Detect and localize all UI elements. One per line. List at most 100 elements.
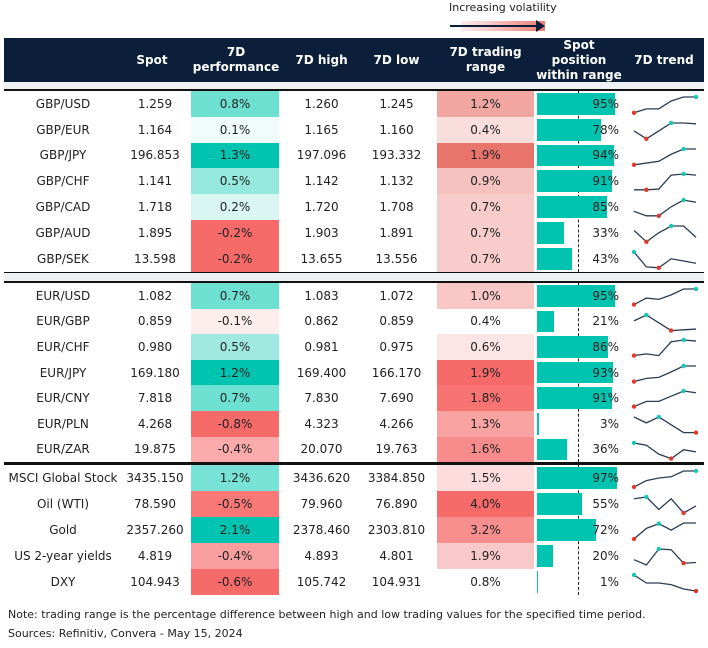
- range-value: 3.2%: [437, 517, 534, 543]
- trend-sparkline: [633, 414, 699, 435]
- trend-line: [633, 288, 696, 306]
- trend-sparkline: [631, 363, 696, 384]
- trend-high-dot: [669, 120, 674, 125]
- low-value: 166.170: [371, 365, 422, 380]
- header-position-line2: within range: [536, 67, 622, 82]
- spot-value: 104.943: [130, 575, 180, 589]
- trend-low-dot: [681, 510, 686, 516]
- trend-low-dot: [631, 353, 637, 358]
- trend-low-dot: [693, 588, 699, 594]
- instrument-name: EUR/ZAR: [36, 442, 90, 457]
- range-value: 0.9%: [437, 168, 534, 195]
- low-value: 193.332: [371, 148, 422, 163]
- trend-low-dot: [656, 213, 661, 219]
- range-value: 0.4%: [437, 116, 534, 143]
- trend-high-dot: [681, 337, 686, 343]
- trend-line: [633, 147, 696, 166]
- performance-value: 0.7%: [191, 283, 279, 309]
- header-performance: 7D performance: [191, 38, 281, 82]
- high-value: 1.165: [304, 122, 339, 137]
- table-row: EUR/USD 1.082 0.7% 1.083 1.072 1.0% 95%: [4, 283, 704, 309]
- trend-line: [633, 416, 696, 434]
- table-row: GBP/CAD 1.718 0.2% 1.720 1.708 0.7% 85%: [4, 194, 704, 220]
- trend-line: [633, 441, 697, 459]
- position-percent: 72%: [592, 523, 619, 537]
- group-divider: [4, 281, 704, 283]
- performance-value: 1.2%: [191, 465, 279, 491]
- trend-high-dot: [644, 494, 649, 500]
- trend-sparkline: [631, 337, 697, 358]
- spot-value: 3435.150: [126, 471, 184, 485]
- header-range-line1: 7D trading: [449, 45, 522, 59]
- group-end-divider: [4, 462, 704, 463]
- position-percent: 95%: [592, 96, 619, 111]
- table-row: GBP/JPY 196.853 1.3% 197.096 193.332 1.9% 94%: [4, 142, 704, 169]
- trend-low-dot: [631, 484, 637, 490]
- spot-value: 196.853: [130, 148, 180, 163]
- trend-line: [633, 365, 696, 383]
- trend-low-dot: [631, 162, 637, 167]
- performance-value: -0.4%: [191, 543, 279, 569]
- header-position: Spot position within range: [534, 38, 624, 82]
- table-row: EUR/PLN 4.268 -0.8% 4.323 4.266 1.3% 3%: [4, 411, 704, 437]
- position-bar: [537, 545, 554, 567]
- trend-sparkline: [633, 197, 697, 219]
- low-value: 1.072: [379, 288, 414, 303]
- trend-high-dot: [681, 197, 686, 203]
- low-value: 1.891: [379, 225, 414, 240]
- low-value: 104.931: [371, 575, 422, 589]
- range-value: 1.5%: [437, 465, 534, 491]
- trend-line: [633, 313, 697, 331]
- position-bar: [537, 170, 612, 193]
- header-performance-line2: performance: [192, 60, 280, 74]
- trend-low-dot: [644, 136, 649, 141]
- trend-low-dot: [631, 110, 637, 115]
- position-percent: 3%: [599, 416, 619, 431]
- high-value: 197.096: [296, 148, 347, 163]
- trend-sparkline: [631, 146, 696, 167]
- instrument-name: EUR/JPY: [39, 365, 87, 380]
- range-value: 1.0%: [437, 283, 534, 309]
- trend-high-dot: [669, 223, 674, 229]
- table-row: GBP/USD 1.259 0.8% 1.260 1.245 1.2% 95%: [4, 91, 704, 117]
- low-value: 0.859: [379, 314, 414, 329]
- table-row: GBP/CHF 1.141 0.5% 1.142 1.132 0.9% 91%: [4, 168, 704, 195]
- spot-value: 169.180: [130, 365, 180, 380]
- trend-line: [633, 574, 697, 592]
- header-trend: 7D trend: [634, 52, 694, 67]
- table-row: DXY 104.943 -0.6% 105.742 104.931 0.8% 1%: [4, 569, 704, 595]
- performance-value: -0.5%: [191, 491, 279, 517]
- trend-high-dot: [631, 249, 637, 254]
- range-value: 1.2%: [437, 91, 534, 117]
- position-bar: [537, 413, 540, 435]
- high-value: 169.400: [296, 365, 347, 380]
- instrument-name: EUR/USD: [35, 288, 91, 303]
- position-bar: [537, 387, 612, 409]
- instrument-name: GBP/EUR: [36, 122, 90, 137]
- range-value: 0.7%: [437, 245, 534, 272]
- volatility-legend: Increasing volatility: [440, 0, 580, 34]
- table-row: EUR/CNY 7.818 0.7% 7.830 7.690 1.8% 91%: [4, 385, 704, 411]
- trend-line: [633, 199, 697, 217]
- trend-line: [633, 339, 697, 357]
- range-value: 0.6%: [437, 334, 534, 360]
- trend-high-dot: [656, 521, 661, 526]
- instrument-name: GBP/USD: [35, 96, 91, 111]
- instrument-name: EUR/CHF: [36, 339, 90, 354]
- trend-high-dot: [681, 172, 686, 177]
- high-value: 20.070: [300, 442, 343, 457]
- high-value: 1.142: [304, 174, 339, 189]
- trend-sparkline: [634, 172, 697, 193]
- performance-value: 0.8%: [191, 91, 279, 117]
- table-row: EUR/CHF 0.980 0.5% 0.981 0.975 0.6% 86%: [4, 334, 704, 360]
- position-percent: 95%: [592, 288, 619, 303]
- low-value: 13.556: [375, 251, 418, 266]
- position-percent: 91%: [592, 174, 619, 189]
- instrument-name: MSCI Global Stock: [8, 471, 118, 485]
- trend-high-dot: [656, 414, 661, 420]
- performance-value: 0.7%: [191, 385, 279, 411]
- performance-value: 1.2%: [191, 359, 279, 386]
- position-bar: [537, 93, 615, 115]
- spot-value: 1.164: [137, 122, 173, 137]
- instrument-name: GBP/SEK: [37, 251, 89, 266]
